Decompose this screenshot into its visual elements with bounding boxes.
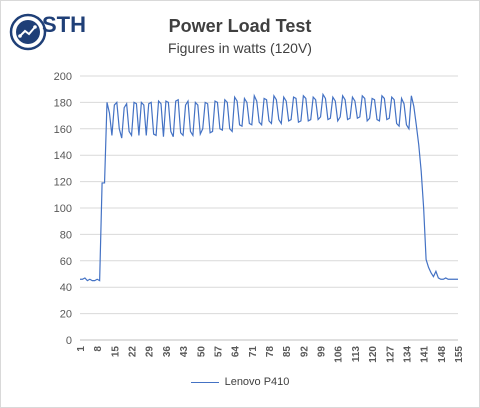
x-tick-label: 50 xyxy=(196,346,207,358)
y-tick-label: 100 xyxy=(54,203,72,215)
logo-text: STH xyxy=(42,12,86,37)
x-tick-label: 64 xyxy=(231,346,242,358)
series-line-lenovo-p410 xyxy=(80,92,458,282)
x-tick-label: 113 xyxy=(351,346,362,363)
legend-label: Lenovo P410 xyxy=(224,376,290,388)
y-tick-label: 160 xyxy=(54,124,72,136)
y-axis-ticks: 0 20 40 60 80 100 120 140 160 180 200 xyxy=(54,71,72,347)
y-tick-label: 120 xyxy=(54,177,72,189)
y-tick-label: 200 xyxy=(54,71,72,83)
chart-title: Power Load Test xyxy=(168,16,312,36)
y-tick-label: 60 xyxy=(60,256,72,268)
x-tick-label: 134 xyxy=(402,346,413,363)
x-tick-label: 120 xyxy=(368,346,379,363)
x-tick-label: 127 xyxy=(385,346,396,363)
legend: Lenovo P410 xyxy=(0,376,480,388)
y-tick-label: 140 xyxy=(54,150,72,162)
x-tick-label: 8 xyxy=(93,346,104,352)
x-tick-label: 22 xyxy=(128,346,139,358)
x-tick-label: 57 xyxy=(213,346,224,358)
x-tick-label: 106 xyxy=(334,346,345,363)
x-tick-label: 141 xyxy=(420,346,431,363)
x-tick-label: 43 xyxy=(179,346,190,358)
x-tick-label: 78 xyxy=(265,346,276,358)
gridlines xyxy=(80,75,458,315)
y-tick-label: 40 xyxy=(60,282,72,294)
y-tick-label: 80 xyxy=(60,229,72,241)
x-tick-label: 148 xyxy=(437,346,448,363)
x-tick-label: 99 xyxy=(317,346,328,358)
x-tick-label: 15 xyxy=(110,346,121,358)
x-axis-ticks: 1 8 15 22 29 36 43 50 57 64 71 78 85 92 99 106 113 120 127… xyxy=(76,346,465,363)
x-tick-label: 155 xyxy=(454,346,465,363)
x-tick-label: 85 xyxy=(282,346,293,358)
legend-swatch xyxy=(190,381,219,383)
y-tick-label: 0 xyxy=(66,335,72,347)
x-tick-label: 36 xyxy=(162,346,173,358)
x-tick-label: 71 xyxy=(248,346,259,358)
chart-subtitle: Figures in watts (120V) xyxy=(168,40,312,56)
x-tick-label: 29 xyxy=(145,346,156,358)
y-tick-label: 20 xyxy=(60,309,72,321)
sth-logo-icon xyxy=(9,13,47,51)
x-tick-label: 1 xyxy=(76,346,87,352)
x-tick-label: 92 xyxy=(299,346,310,358)
y-tick-label: 180 xyxy=(54,97,72,109)
